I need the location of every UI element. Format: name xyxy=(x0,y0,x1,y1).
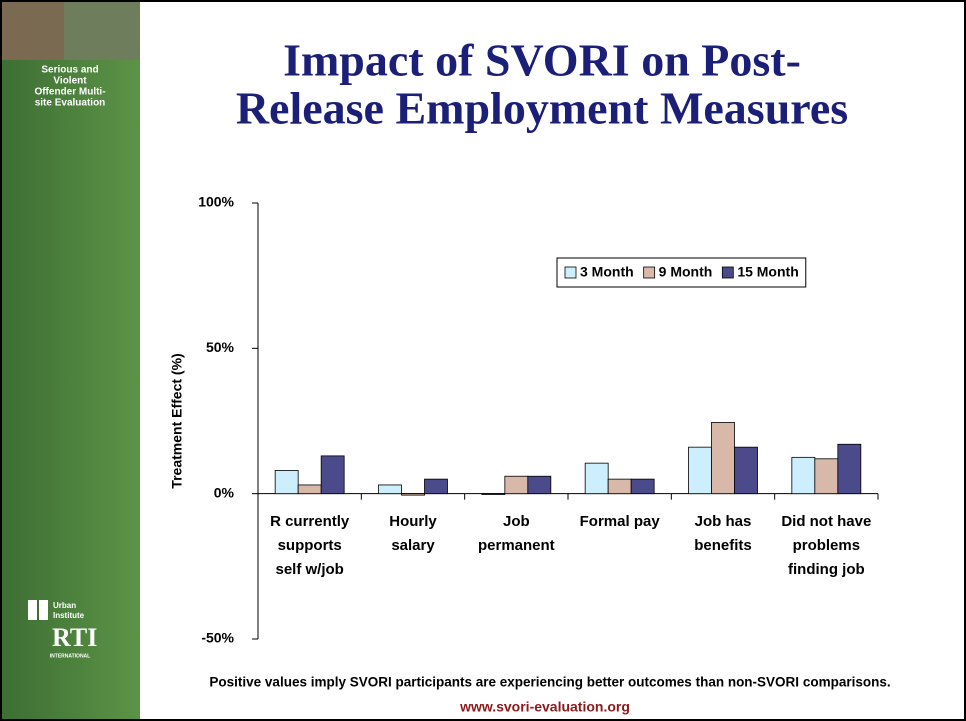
x-tick-label: benefits xyxy=(694,537,752,554)
sidebar-photo xyxy=(64,2,140,60)
x-tick-label: Formal pay xyxy=(580,513,661,530)
bar xyxy=(274,470,299,495)
bar xyxy=(837,443,862,495)
url: www.svori-evaluation.org xyxy=(459,699,630,715)
y-tick-label: 100% xyxy=(198,194,234,210)
bar xyxy=(297,484,322,495)
y-axis-label: Treatment Effect (%) xyxy=(169,353,185,488)
x-tick-label: Job xyxy=(503,513,530,530)
x-tick-label: problems xyxy=(793,537,861,554)
bar xyxy=(527,475,552,495)
rti-logo-sub: INTERNATIONAL xyxy=(50,653,90,659)
bar xyxy=(791,456,816,495)
x-tick-label: R currently xyxy=(270,513,350,530)
legend-label: 15 Month xyxy=(737,264,798,280)
x-tick-label: Did not have xyxy=(781,513,871,530)
sidebar-text: Offender Multi- xyxy=(34,87,105,98)
x-tick-label: Job has xyxy=(695,513,752,530)
sidebar-text: site Evaluation xyxy=(35,98,106,109)
x-tick-label: supports xyxy=(278,537,342,554)
legend-box xyxy=(556,257,807,288)
legend-swatch xyxy=(564,266,577,279)
bar xyxy=(504,475,529,495)
bar xyxy=(814,458,839,495)
bar xyxy=(378,484,402,495)
footnote: Positive values imply SVORI participants… xyxy=(209,675,890,690)
bar xyxy=(584,462,609,495)
bar xyxy=(481,493,506,495)
bar xyxy=(711,422,735,495)
legend-swatch xyxy=(721,266,734,279)
sidebar xyxy=(2,2,140,719)
sidebar-photo xyxy=(2,2,64,60)
x-tick-label: finding job xyxy=(788,561,865,578)
y-tick-label: -50% xyxy=(201,630,234,646)
urban-logo-text: Institute xyxy=(53,611,85,620)
y-tick-label: 0% xyxy=(214,484,235,500)
x-tick-label: Hourly xyxy=(389,513,437,530)
bar xyxy=(734,446,758,495)
slide-title: Impact of SVORI on Post- xyxy=(283,35,801,86)
x-tick-label: salary xyxy=(391,537,435,554)
x-tick-label: permanent xyxy=(478,537,555,554)
bar xyxy=(424,478,448,495)
x-tick-label: self w/job xyxy=(275,561,343,578)
bar xyxy=(320,455,345,495)
legend-label: 3 Month xyxy=(580,264,634,280)
legend-swatch xyxy=(643,266,656,279)
sidebar-text: Violent xyxy=(53,76,87,87)
slide-title: Release Employment Measures xyxy=(236,83,848,134)
y-tick-label: 50% xyxy=(206,339,235,355)
bar xyxy=(401,493,425,496)
sidebar-text: Serious and xyxy=(41,65,98,76)
legend-label: 9 Month xyxy=(659,264,713,280)
bar xyxy=(630,478,655,495)
urban-logo-icon xyxy=(37,600,39,620)
urban-logo-text: Urban xyxy=(53,601,76,610)
bar xyxy=(688,446,712,495)
bar xyxy=(607,478,632,495)
rti-logo: RTI xyxy=(52,623,97,652)
